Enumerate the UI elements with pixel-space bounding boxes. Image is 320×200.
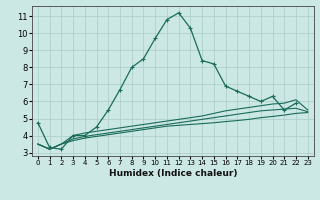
X-axis label: Humidex (Indice chaleur): Humidex (Indice chaleur) — [108, 169, 237, 178]
